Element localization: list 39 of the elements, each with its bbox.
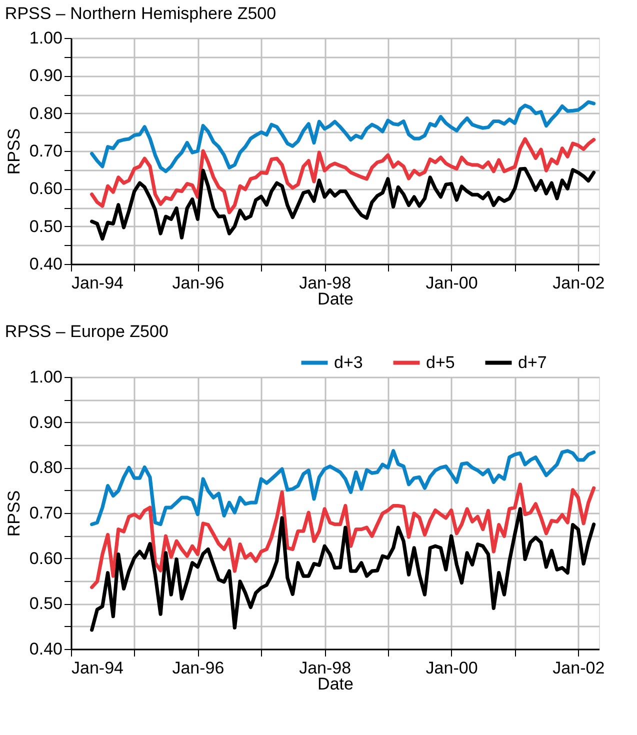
y-tick-label: 0.80 [29, 104, 62, 123]
x-tick-label: Jan-02 [552, 274, 605, 292]
y-tick-label: 1.00 [29, 28, 62, 48]
x-tick-label: Jan-00 [426, 274, 478, 292]
x-axis-title: Date [318, 290, 354, 308]
chart-title: RPSS – Northern Hemisphere Z500 [4, 4, 276, 23]
x-axis-title: Date [318, 674, 354, 694]
line-series [90, 507, 596, 632]
x-tick-label: Jan-94 [72, 274, 124, 292]
y-tick-label: 0.50 [29, 216, 62, 236]
y-tick-label: 0.40 [29, 254, 62, 274]
y-tick-label: 0.40 [29, 640, 62, 658]
x-tick-label: Jan-96 [172, 274, 224, 292]
x-tick-label: Jan-00 [426, 658, 478, 678]
y-axis-title: RPSS [4, 128, 24, 175]
line-series [90, 100, 596, 174]
y-tick-label: 0.60 [29, 548, 62, 568]
legend-label: d+3 [334, 352, 363, 372]
y-tick-label: 0.90 [29, 66, 62, 86]
line-series [90, 449, 596, 526]
x-tick-label: Jan-96 [172, 658, 224, 678]
y-tick-label: 0.60 [29, 179, 62, 198]
y-tick-label: 0.50 [29, 594, 62, 614]
x-tick-label: Jan-98 [299, 658, 352, 678]
y-tick-label: 1.00 [29, 368, 62, 386]
chart-title: RPSS – Europe Z500 [4, 322, 168, 341]
y-tick-label: 0.80 [29, 458, 62, 478]
line-series [90, 166, 596, 241]
y-tick-label: 0.70 [29, 142, 62, 160]
y-tick-label: 0.90 [29, 412, 62, 432]
x-tick-label: Jan-94 [72, 658, 124, 678]
legend-label: d+7 [518, 352, 547, 372]
y-axis-title: RPSS [4, 490, 24, 537]
legend-label: d+5 [426, 352, 455, 372]
x-tick-label: Jan-02 [552, 658, 605, 678]
y-tick-label: 0.70 [29, 504, 62, 522]
x-tick-label: Jan-98 [299, 274, 352, 292]
line-series [90, 137, 596, 214]
line-series [90, 482, 596, 590]
